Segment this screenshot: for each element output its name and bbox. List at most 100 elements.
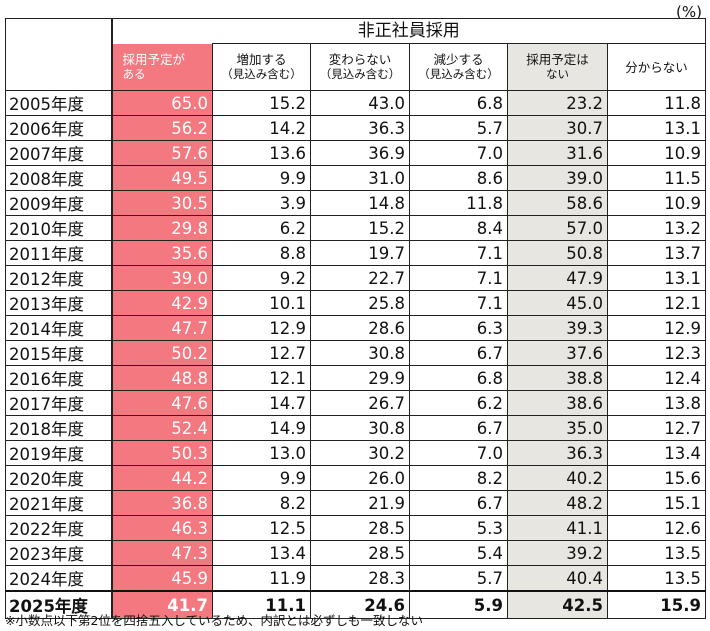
value-cell: 14.9 xyxy=(212,415,311,441)
year-cell: 2019年度 xyxy=(5,440,113,466)
value-cell: 50.3 xyxy=(111,440,213,466)
value-cell: 47.6 xyxy=(111,390,213,416)
value-cell: 12.7 xyxy=(607,415,706,441)
table-row: 2014年度 47.7 12.9 28.6 6.3 39.3 12.9 xyxy=(5,315,706,341)
year-cell: 2017年度 xyxy=(5,390,113,416)
value-cell: 12.3 xyxy=(607,340,706,366)
table-row: 2023年度 47.3 13.4 28.5 5.4 39.2 13.5 xyxy=(5,540,706,566)
value-cell: 6.3 xyxy=(409,315,508,341)
year-cell: 2015年度 xyxy=(5,340,113,366)
column-header: 変わらない （見込み含む） xyxy=(310,43,410,91)
table-row: 2009年度 30.5 3.9 14.8 11.8 58.6 10.9 xyxy=(5,190,706,216)
value-cell: 35.0 xyxy=(507,415,608,441)
value-cell: 13.8 xyxy=(607,390,706,416)
value-cell: 10.9 xyxy=(607,140,706,166)
value-cell: 28.3 xyxy=(310,565,410,592)
value-cell: 41.1 xyxy=(507,515,608,541)
year-cell: 2012年度 xyxy=(5,265,113,291)
column-header-line2: （見込み含む） xyxy=(418,67,499,81)
unit-label: (%) xyxy=(676,3,702,21)
value-cell: 41.7 xyxy=(111,590,213,619)
value-cell: 29.8 xyxy=(111,215,213,241)
value-cell: 39.3 xyxy=(507,315,608,341)
year-cell: 2008年度 xyxy=(5,165,113,191)
value-cell: 8.2 xyxy=(409,465,508,491)
value-cell: 47.7 xyxy=(111,315,213,341)
value-cell: 47.9 xyxy=(507,265,608,291)
value-cell: 5.7 xyxy=(409,565,508,592)
value-cell: 28.5 xyxy=(310,540,410,566)
year-cell: 2010年度 xyxy=(5,215,113,241)
value-cell: 15.1 xyxy=(607,490,706,516)
value-cell: 12.9 xyxy=(607,315,706,341)
column-header-row: 採用予定が ある 増加する （見込み含む） 変わらない （見込み含む） 減少する （見込み含む… xyxy=(6,43,706,91)
value-cell: 5.3 xyxy=(409,515,508,541)
year-cell: 2016年度 xyxy=(5,365,113,391)
value-cell: 6.7 xyxy=(409,490,508,516)
value-cell: 50.8 xyxy=(507,240,608,266)
value-cell: 31.0 xyxy=(310,165,410,191)
column-header-line2: （見込み含む） xyxy=(319,67,401,81)
value-cell: 13.5 xyxy=(607,540,706,566)
value-cell: 36.9 xyxy=(310,140,410,166)
table-row: 2016年度 48.8 12.1 29.9 6.8 38.8 12.4 xyxy=(5,365,706,391)
table-row: 2022年度 46.3 12.5 28.5 5.3 41.1 12.6 xyxy=(5,515,706,541)
value-cell: 13.0 xyxy=(212,440,311,466)
value-cell: 11.8 xyxy=(409,190,508,216)
year-cell: 2009年度 xyxy=(5,190,113,216)
year-cell: 2021年度 xyxy=(5,490,113,516)
value-cell: 29.9 xyxy=(310,365,410,391)
value-cell: 12.7 xyxy=(212,340,311,366)
value-cell: 10.1 xyxy=(212,290,311,316)
value-cell: 48.2 xyxy=(507,490,608,516)
value-cell: 26.7 xyxy=(310,390,410,416)
table-row: 2010年度 29.8 6.2 15.2 8.4 57.0 13.2 xyxy=(5,215,706,241)
value-cell: 57.6 xyxy=(111,140,213,166)
table-row: 2007年度 57.6 13.6 36.9 7.0 31.6 10.9 xyxy=(5,140,706,166)
value-cell: 38.6 xyxy=(507,390,608,416)
value-cell: 30.8 xyxy=(310,415,410,441)
value-cell: 47.3 xyxy=(111,540,213,566)
value-cell: 6.2 xyxy=(212,215,311,241)
value-cell: 13.7 xyxy=(607,240,706,266)
table-row: 2013年度 42.9 10.1 25.8 7.1 45.0 12.1 xyxy=(5,290,706,316)
value-cell: 13.4 xyxy=(607,440,706,466)
year-cell: 2014年度 xyxy=(5,315,113,341)
value-cell: 6.8 xyxy=(409,90,508,116)
value-cell: 58.6 xyxy=(507,190,608,216)
value-cell: 14.7 xyxy=(212,390,311,416)
value-cell: 13.1 xyxy=(607,115,706,141)
value-cell: 12.1 xyxy=(607,290,706,316)
value-cell: 11.8 xyxy=(607,90,706,116)
value-cell: 12.9 xyxy=(212,315,311,341)
value-cell: 45.9 xyxy=(111,565,213,592)
value-cell: 40.4 xyxy=(507,565,608,592)
column-header-line1: 採用予定は xyxy=(526,52,589,67)
value-cell: 11.5 xyxy=(607,165,706,191)
value-cell: 65.0 xyxy=(111,90,213,116)
value-cell: 36.8 xyxy=(111,490,213,516)
column-header-line1: 増加する xyxy=(236,52,287,67)
table-body: 2005年度 65.0 15.2 43.0 6.8 23.2 11.8 2006年度 56.2 1… xyxy=(5,90,706,619)
hiring-plan-table: 非正社員採用 採用予定が ある 増加する （見込み含む） 変わらない （見込み含む） 減少す… xyxy=(5,18,706,619)
table-row: 2005年度 65.0 15.2 43.0 6.8 23.2 11.8 xyxy=(5,90,706,116)
value-cell: 15.2 xyxy=(310,215,410,241)
table-row: 2024年度 45.9 11.9 28.3 5.7 40.4 13.5 xyxy=(5,565,706,592)
value-cell: 37.6 xyxy=(507,340,608,366)
value-cell: 43.0 xyxy=(310,90,410,116)
table-row: 2017年度 47.6 14.7 26.7 6.2 38.6 13.8 xyxy=(5,390,706,416)
value-cell: 13.1 xyxy=(607,265,706,291)
year-cell: 2011年度 xyxy=(5,240,113,266)
value-cell: 15.2 xyxy=(212,90,311,116)
value-cell: 39.0 xyxy=(111,265,213,291)
value-cell: 30.2 xyxy=(310,440,410,466)
value-cell: 8.8 xyxy=(212,240,311,266)
value-cell: 6.8 xyxy=(409,365,508,391)
year-cell: 2024年度 xyxy=(5,565,113,592)
value-cell: 15.9 xyxy=(607,590,706,619)
value-cell: 28.5 xyxy=(310,515,410,541)
value-cell: 25.8 xyxy=(310,290,410,316)
value-cell: 3.9 xyxy=(212,190,311,216)
column-header-line2: （見込み含む） xyxy=(221,67,302,81)
year-cell: 2022年度 xyxy=(5,515,113,541)
